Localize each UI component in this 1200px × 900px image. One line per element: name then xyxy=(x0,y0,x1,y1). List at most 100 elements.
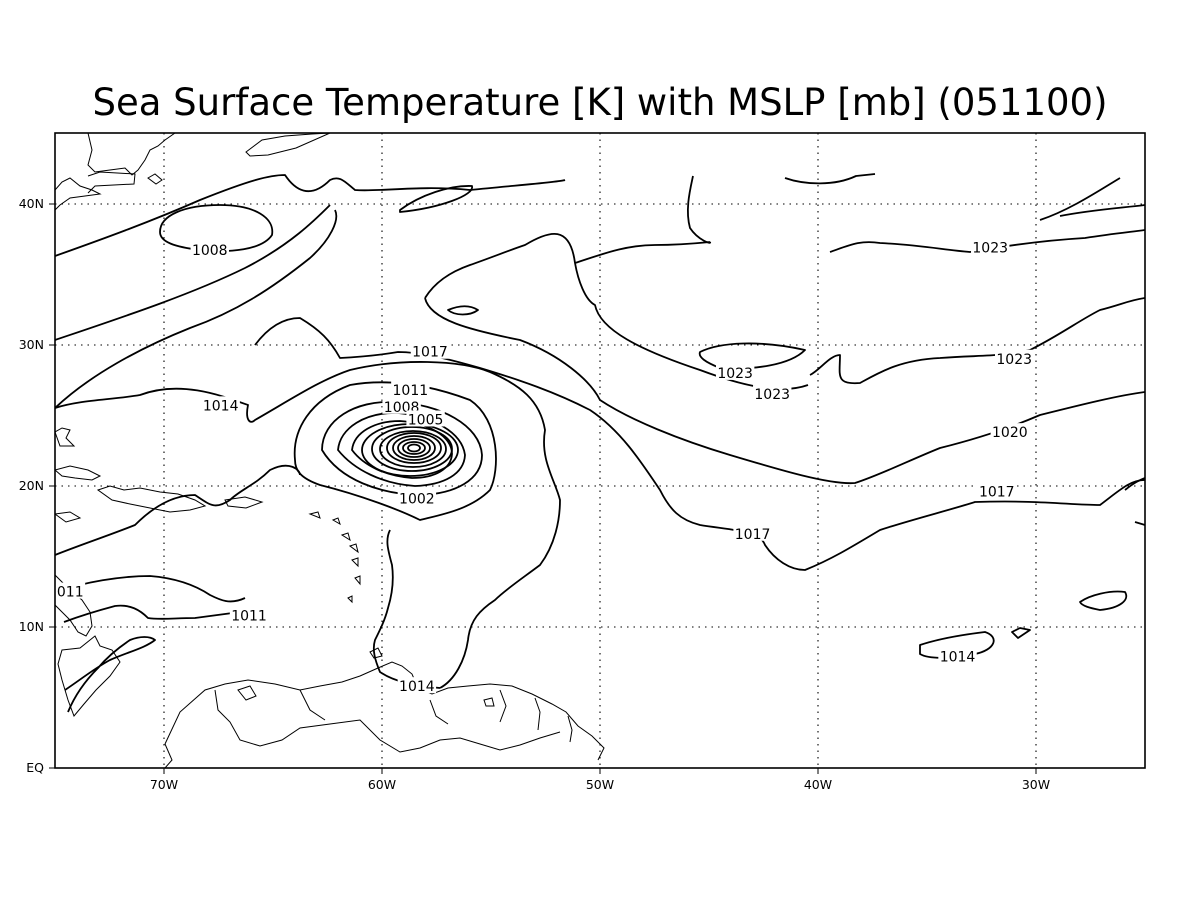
contour-label-bg xyxy=(406,410,445,427)
contour-label: 1017 xyxy=(412,345,448,361)
contour-label-bg xyxy=(382,397,421,414)
contour-1011-caribbean xyxy=(55,575,246,623)
cuba-coast xyxy=(55,465,102,481)
contour-small-north-1 xyxy=(399,185,473,213)
contour-label-bg xyxy=(397,489,437,506)
contour-label-bg xyxy=(990,423,1030,440)
map-title: Sea Surface Temperature [K] with MSLP [m… xyxy=(92,81,1107,124)
contour-label: 011 xyxy=(57,585,84,601)
contour-label: 1017 xyxy=(735,527,771,543)
y-axis-labels: EQ 10N 20N 30N 40N xyxy=(19,196,44,775)
contour-storm-ring-2 xyxy=(371,426,453,472)
contour-storm-ring-8 xyxy=(407,443,421,453)
contour-label-bg xyxy=(201,396,240,413)
x-tick-label: 70W xyxy=(150,777,178,792)
contour-label: 1011 xyxy=(231,609,267,625)
contour-storm-ring-4 xyxy=(386,432,442,464)
coastlines xyxy=(55,133,605,768)
contour-label: 1014 xyxy=(203,398,239,414)
contour-label: 1008 xyxy=(192,243,228,259)
contour-label-bg xyxy=(715,363,755,380)
contour-label: 1014 xyxy=(399,679,435,695)
contour-1017-mid xyxy=(254,317,1145,571)
long-island-coast xyxy=(55,177,102,211)
contour-label: 1023 xyxy=(972,240,1008,256)
y-tick-label: 20N xyxy=(19,478,44,493)
contour-small-mid-1 xyxy=(447,305,479,316)
graticule xyxy=(55,133,1145,768)
lesser-antilles-islands xyxy=(308,511,361,604)
x-tick-label: 30W xyxy=(1022,777,1050,792)
contour-label: 1014 xyxy=(940,650,976,666)
hispaniola-coast xyxy=(96,485,207,513)
map-plot-area: 1008 102310171023102310231014101110081005… xyxy=(55,133,1145,768)
contour-label-bg xyxy=(391,380,430,397)
contour-label-bg xyxy=(938,647,977,664)
contour-1014-south xyxy=(372,529,441,689)
contour-1023-center-upper xyxy=(424,233,809,390)
florida-coast xyxy=(55,427,76,447)
contour-small-north-3 xyxy=(687,175,711,244)
lake-maracaibo-coast xyxy=(237,685,257,701)
contour-label-bg xyxy=(229,606,269,623)
contour-1008-north xyxy=(159,204,274,252)
contour-1011-panama xyxy=(64,636,156,713)
contour-1008-storm xyxy=(321,401,483,496)
north-america-coast xyxy=(87,133,176,176)
contour-1023-east-top xyxy=(1039,177,1145,221)
contour-1011-north xyxy=(55,204,331,341)
contour-1023-island xyxy=(698,342,806,370)
contour-small-north-2 xyxy=(784,173,876,185)
contour-label: 1023 xyxy=(754,387,790,403)
x-axis-labels: 70W 60W 50W 40W 30W xyxy=(150,777,1050,792)
contour-labels: 1008 102310171023102310231014101110081005… xyxy=(55,238,1034,695)
jamaica-coast xyxy=(55,511,82,523)
contour-1011 xyxy=(293,381,497,521)
contour-1005 xyxy=(337,412,466,487)
x-tick-label: 40W xyxy=(804,777,832,792)
x-tick-label: 50W xyxy=(586,777,614,792)
contour-1011-south xyxy=(55,464,301,556)
contour-1017-east-lower xyxy=(1124,477,1145,526)
contour-label-bg xyxy=(977,482,1016,499)
contour-label-bg xyxy=(397,677,437,694)
contour-east-blob xyxy=(1079,590,1128,611)
contour-label: 1020 xyxy=(992,425,1028,441)
mslp-contours xyxy=(55,173,1145,713)
contour-label: 1002 xyxy=(399,491,435,507)
y-tick-label: EQ xyxy=(26,760,44,775)
contour-storm-ring-5 xyxy=(392,435,436,461)
central-america-coast xyxy=(57,635,121,717)
trinidad-coast xyxy=(369,647,383,659)
nova-scotia-coast xyxy=(245,133,331,157)
cape-cod-coast xyxy=(147,173,163,185)
contour-label-bg xyxy=(410,342,450,359)
south-america-borders xyxy=(164,689,573,768)
contour-label: 1023 xyxy=(717,366,753,382)
tick-marks xyxy=(49,203,1037,774)
guyana-island xyxy=(483,697,495,707)
new-england-border xyxy=(87,171,136,194)
x-tick-label: 60W xyxy=(368,777,396,792)
puerto-rico-coast xyxy=(224,496,264,509)
contour-label: 1017 xyxy=(979,484,1015,500)
y-tick-label: 10N xyxy=(19,619,44,634)
y-tick-label: 30N xyxy=(19,337,44,352)
contour-ne-top xyxy=(55,174,566,257)
contour-storm-ring-6 xyxy=(397,438,431,458)
contour-label: 1011 xyxy=(393,383,429,399)
contour-label-bg xyxy=(995,349,1034,366)
contour-storm-ring-7 xyxy=(402,441,426,455)
contour-1020 xyxy=(424,297,1145,485)
y-tick-label: 40N xyxy=(19,196,44,211)
contour-1023-east-mid xyxy=(809,297,1145,385)
contour-label: 1005 xyxy=(408,412,444,428)
contour-label-bg xyxy=(190,241,229,258)
contour-label-bg xyxy=(55,582,86,599)
contour-label-bg xyxy=(971,238,1010,255)
contour-label-bg xyxy=(753,385,792,402)
contour-label-bg xyxy=(733,524,772,541)
colombia-venezuela-coast xyxy=(164,661,605,761)
contour-label: 1023 xyxy=(996,352,1032,368)
